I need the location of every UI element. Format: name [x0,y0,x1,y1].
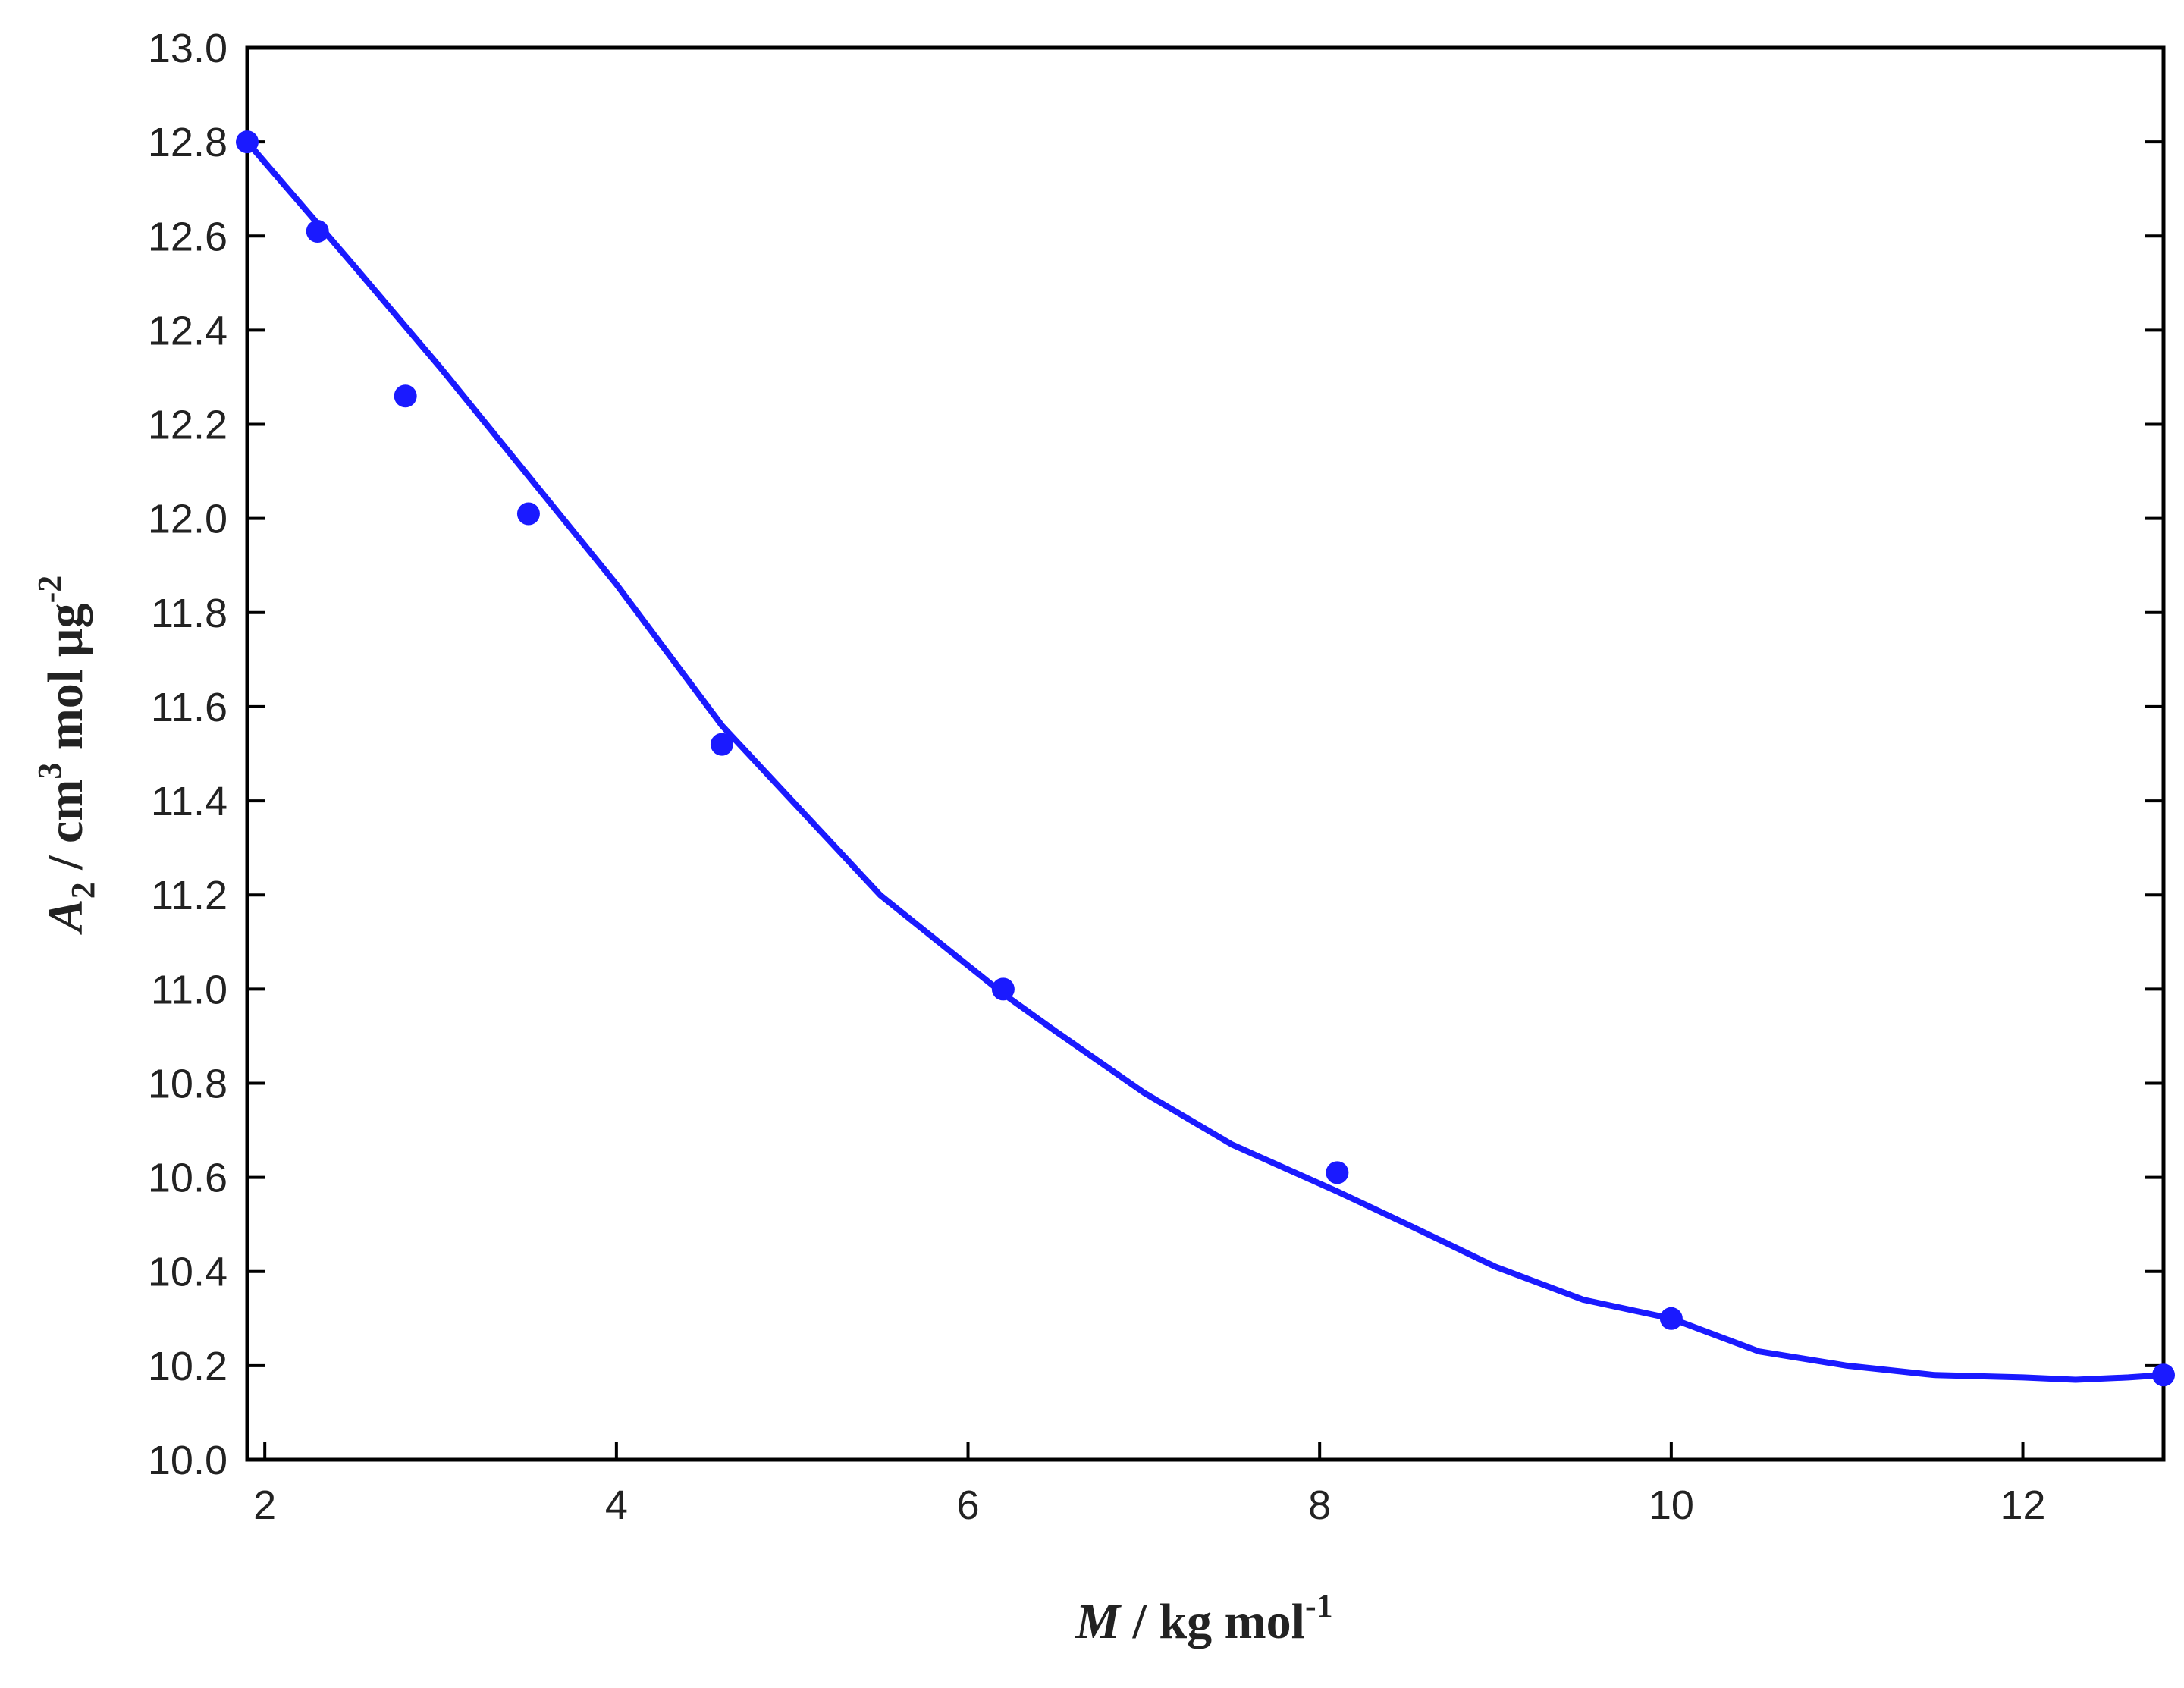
data-point [2152,1363,2175,1387]
y-tick-label: 11.2 [151,873,228,918]
x-axis-var: M [1075,1594,1122,1649]
y-tick-label: 10.2 [148,1344,228,1389]
x-axis-unit: / kg mol [1120,1594,1305,1649]
x-axis-ticks: 2 4 6 8 10 12 [253,1442,2046,1528]
plot-frame [245,45,2166,1462]
y-tick-label: 11.6 [151,685,228,730]
series-layer [236,130,2175,1387]
y-tick-label: 12.4 [148,308,228,353]
data-point [991,977,1015,1001]
y-tick-label: 11.0 [151,967,228,1012]
x-tick-label: 2 [253,1482,276,1528]
x-tick-label: 4 [605,1482,628,1528]
x-axis-unit-exp: -1 [1305,1587,1333,1624]
y-tick-label: 12.8 [148,120,228,165]
data-point [1659,1307,1683,1330]
x-tick-label: 6 [956,1482,979,1528]
y-tick-label: 10.0 [148,1438,228,1483]
data-point [236,130,259,154]
y-tick-label: 10.6 [148,1156,228,1201]
y-axis-title: A2 / cm3 mol µg-2 [31,576,102,936]
x-tick-label: 12 [2000,1482,2045,1528]
y-tick-label: 10.4 [148,1250,228,1295]
y-tick-label: 11.4 [151,779,228,824]
data-point [1326,1161,1349,1184]
y-axis-ticks: 10.0 10.2 10.4 10.6 10.8 11.0 11.2 11.4 11.6 11.8… [148,26,2164,1483]
y-tick-label: 13.0 [148,26,228,71]
y-tick-label: 12.2 [148,403,228,448]
y-tick-label: 12.6 [148,214,228,259]
data-point [710,733,733,756]
data-point [394,384,417,408]
data-point [306,220,329,243]
y-axis-unit: / cm [38,780,93,883]
y-axis-unit-exp2: -2 [31,576,68,604]
y-axis-unit-rest: mol µg [38,603,93,762]
y-axis-var: A [38,899,93,935]
x-tick-label: 10 [1649,1482,1694,1528]
x-axis-title: M / kg mol-1 [1075,1587,1332,1649]
y-axis-var-sub: 2 [64,882,102,899]
x-tick-label: 8 [1308,1482,1331,1528]
y-tick-label: 11.8 [151,591,228,636]
data-point [516,502,540,526]
fit-curve [244,139,2167,1383]
y-axis-unit-exp1: 3 [31,763,68,780]
y-tick-label: 10.8 [148,1061,228,1106]
y-tick-label: 12.0 [148,497,228,542]
